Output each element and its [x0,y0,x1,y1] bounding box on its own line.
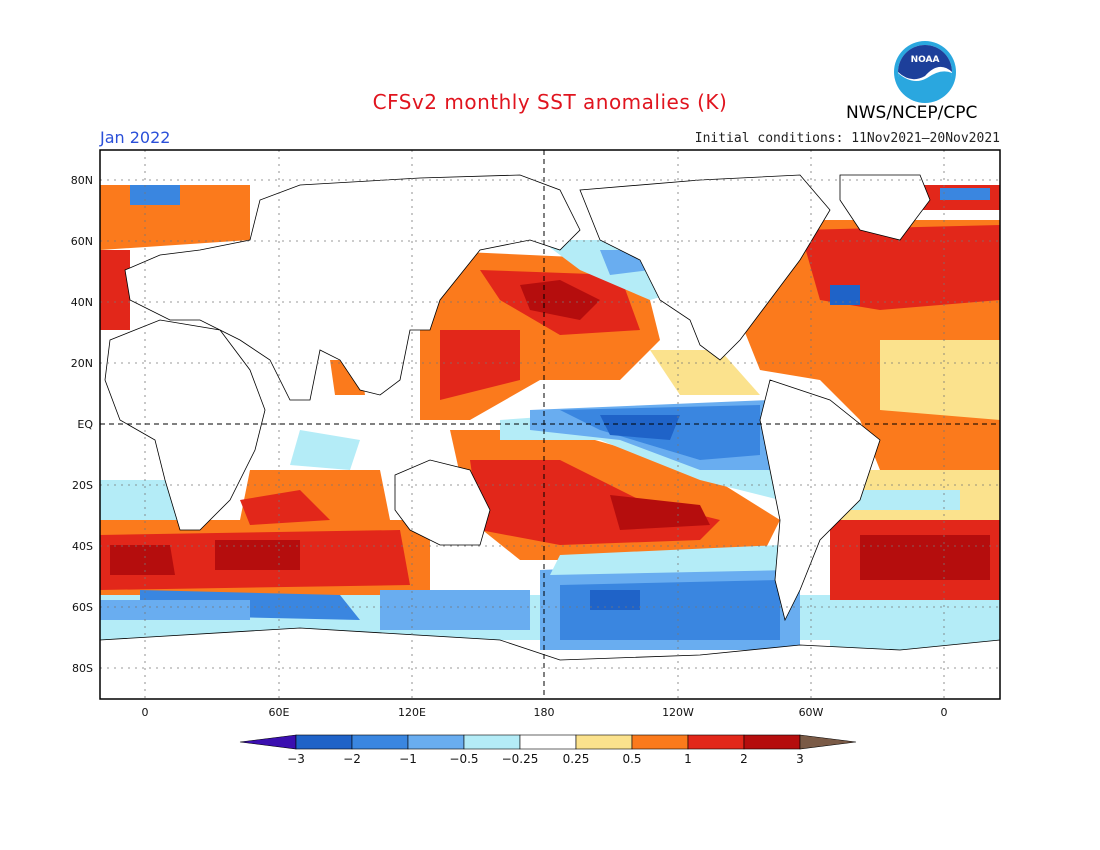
colorbar-label: −2 [343,752,361,766]
colorbar-label: 3 [796,752,804,766]
colorbar-label: −1 [399,752,417,766]
colorbar-label: −3 [287,752,305,766]
colorbar-label: −0.5 [449,752,478,766]
latitude-labels: 80N 60N 40N 20N EQ 20S 40S 60S 80S [71,174,94,675]
logo-text: NOAA [911,55,940,65]
lat-label: 20S [72,479,93,492]
colorbar-swatch [351,734,409,750]
lat-label: 40N [71,296,93,309]
lon-label: 0 [142,706,149,719]
lon-label: 0 [941,706,948,719]
lat-label: EQ [77,418,93,431]
lat-label: 60S [72,601,93,614]
colorbar: −3 −2 −1 −0.5 −0.25 0.25 0.5 1 2 3 [239,734,857,766]
colorbar-swatch [631,734,689,750]
lat-label: 60N [71,235,93,248]
colorbar-swatch [463,734,521,750]
colorbar-swatch [575,734,633,750]
map-title: CFSv2 monthly SST anomalies (K) [372,90,728,114]
colorbar-arrow-low [239,734,297,750]
forecast-month-label: Jan 2022 [100,128,171,147]
colorbar-label: 1 [684,752,692,766]
continent-outlines [100,174,1000,699]
lon-label: 180 [534,706,555,719]
organization-label: NWS/NCEP/CPC [846,103,978,123]
lon-label: 60E [269,706,290,719]
lat-label: 20N [71,357,93,370]
colorbar-swatch [519,734,577,750]
lat-label: 80N [71,174,93,187]
lon-label: 60W [799,706,824,719]
lat-label: 40S [72,540,93,553]
colorbar-label: 0.5 [622,752,641,766]
graticule [100,150,1000,699]
sst-anomaly-field [100,174,1000,699]
longitude-labels: 0 60E 120E 180 120W 60W 0 [142,706,948,719]
initial-conditions-label: Initial conditions: 11Nov2021—20Nov2021 [694,131,1000,146]
colorbar-swatch [687,734,745,750]
reference-lines [100,150,1000,699]
map-frame [99,149,1001,700]
lat-label: 80S [72,662,93,675]
colorbar-swatch [295,734,353,750]
lon-label: 120E [398,706,426,719]
colorbar-arrow-high [799,734,857,750]
colorbar-label: −0.25 [502,752,539,766]
colorbar-label: 0.25 [563,752,590,766]
noaa-logo-icon: NOAA [894,41,956,103]
colorbar-label: 2 [740,752,748,766]
lon-label: 120W [662,706,694,719]
colorbar-swatch [407,734,465,750]
colorbar-swatch [743,734,801,750]
